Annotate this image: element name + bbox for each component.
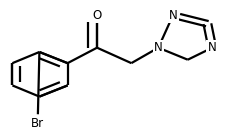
- Text: N: N: [169, 9, 177, 22]
- Text: Br: Br: [31, 117, 44, 130]
- Text: N: N: [208, 41, 217, 54]
- Text: O: O: [93, 9, 102, 22]
- Text: N: N: [154, 41, 163, 54]
